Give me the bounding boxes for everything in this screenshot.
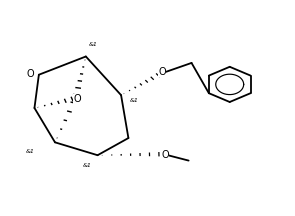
Text: O: O <box>27 69 35 79</box>
Text: &1: &1 <box>130 98 139 103</box>
Text: O: O <box>73 94 81 104</box>
Text: &1: &1 <box>26 149 35 154</box>
Text: O: O <box>158 67 166 77</box>
Text: O: O <box>161 150 169 160</box>
Text: &1: &1 <box>83 164 92 168</box>
Text: &1: &1 <box>89 42 98 47</box>
